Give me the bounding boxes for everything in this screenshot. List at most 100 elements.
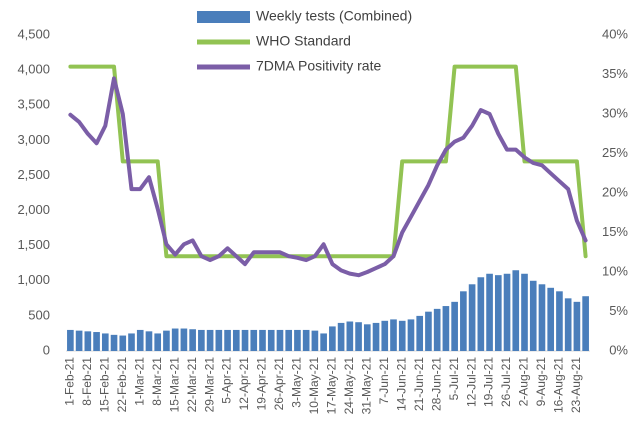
bar — [538, 284, 546, 351]
bar — [477, 277, 485, 351]
y-tick-label: 1,500 — [17, 237, 50, 252]
legend-label: 7DMA Positivity rate — [256, 58, 381, 74]
y2-tick-label: 25% — [602, 145, 628, 160]
line — [68, 76, 588, 278]
bar — [451, 301, 458, 351]
bar — [329, 326, 336, 351]
bar — [468, 284, 476, 351]
bar — [206, 329, 214, 351]
x-tick-label: 1-Feb-21 — [63, 357, 77, 406]
y2-tick-label: 10% — [602, 263, 628, 278]
bar — [110, 334, 118, 351]
x-tick-label: 19-Jul-21 — [482, 357, 496, 407]
bar — [232, 329, 240, 351]
bar — [67, 329, 74, 351]
bar — [573, 301, 581, 351]
bar — [547, 287, 555, 351]
bar — [503, 273, 511, 351]
bar — [215, 329, 223, 351]
y-tick-label: 4,500 — [17, 26, 50, 41]
y2-tick-label: 0% — [609, 342, 628, 357]
bar — [363, 324, 371, 351]
x-tick-label: 26-Apr-21 — [272, 357, 286, 411]
x-tick-label: 2-Aug-21 — [517, 357, 531, 407]
bar — [171, 328, 179, 351]
y-tick-label: 4,000 — [17, 62, 50, 77]
x-tick-label: 17-May-21 — [325, 357, 339, 415]
bar — [250, 329, 258, 351]
bar — [84, 331, 92, 351]
bar — [381, 320, 389, 351]
y-tick-label: 2,000 — [17, 202, 50, 217]
bar — [180, 328, 188, 351]
bar — [320, 333, 327, 351]
y2-tick-label: 20% — [602, 184, 628, 199]
bar — [189, 329, 196, 351]
legend-label: Weekly tests (Combined) — [256, 8, 412, 24]
y-tick-label: 3,500 — [17, 97, 50, 112]
bar — [425, 311, 432, 351]
bar — [75, 330, 83, 351]
x-tick-label: 8-Feb-21 — [80, 357, 94, 406]
bar — [136, 329, 144, 351]
x-tick-label: 10-May-21 — [307, 357, 321, 415]
x-tick-label: 16-Aug-21 — [552, 357, 566, 413]
x-tick-label: 23-Aug-21 — [569, 357, 583, 413]
bar — [442, 306, 450, 351]
bar — [93, 332, 100, 351]
x-tick-label: 3-May-21 — [290, 357, 304, 408]
bar — [494, 275, 502, 351]
x-tick-label: 31-May-21 — [359, 357, 373, 415]
x-tick-label: 28-Jun-21 — [429, 357, 443, 411]
x-tick-label: 1-Mar-21 — [132, 357, 146, 406]
y-tick-label: 3,000 — [17, 132, 50, 147]
bar — [346, 321, 354, 351]
bar — [416, 315, 424, 351]
bar — [128, 333, 135, 351]
bar — [512, 270, 520, 351]
x-tick-label: 29-Mar-21 — [202, 357, 216, 413]
x-tick-label: 5-Apr-21 — [220, 357, 234, 404]
x-tick-label: 22-Feb-21 — [115, 357, 129, 413]
x-tick-label: 5-Jul-21 — [447, 357, 461, 401]
y-tick-label: 2,500 — [17, 167, 50, 182]
bar — [267, 329, 275, 351]
y2-tick-label: 35% — [602, 66, 628, 81]
y2-tick-label: 5% — [609, 303, 628, 318]
bar — [433, 308, 441, 351]
x-tick-label: 12-Jul-21 — [464, 357, 478, 407]
bar — [198, 329, 205, 351]
bar — [398, 320, 406, 351]
bar — [355, 322, 362, 351]
bar — [119, 335, 127, 351]
y2-tick-label: 30% — [602, 105, 628, 120]
bar — [556, 291, 563, 351]
bar — [241, 329, 249, 351]
x-tick-label: 8-Mar-21 — [150, 357, 164, 406]
bar — [154, 333, 162, 351]
bar — [276, 329, 284, 351]
y2-tick-label: 40% — [602, 26, 628, 41]
bar — [101, 333, 109, 351]
legend-swatch — [197, 11, 250, 23]
bar — [259, 329, 266, 351]
x-tick-label: 19-Apr-21 — [255, 357, 269, 411]
y-tick-label: 500 — [28, 307, 50, 322]
x-tick-label: 9-Aug-21 — [534, 357, 548, 407]
bar — [285, 329, 293, 351]
bar — [407, 319, 415, 351]
bar — [224, 329, 231, 351]
bar — [529, 280, 537, 351]
bar — [163, 330, 170, 351]
bar — [372, 322, 380, 351]
x-tick-label: 12-Apr-21 — [237, 357, 251, 411]
y-tick-label: 0 — [43, 342, 50, 357]
x-tick-label: 26-Jul-21 — [499, 357, 513, 407]
bar — [311, 330, 319, 351]
line — [68, 64, 588, 259]
x-tick-label: 22-Mar-21 — [185, 357, 199, 413]
bar — [302, 329, 310, 351]
bar — [390, 319, 397, 351]
bar — [294, 329, 301, 351]
